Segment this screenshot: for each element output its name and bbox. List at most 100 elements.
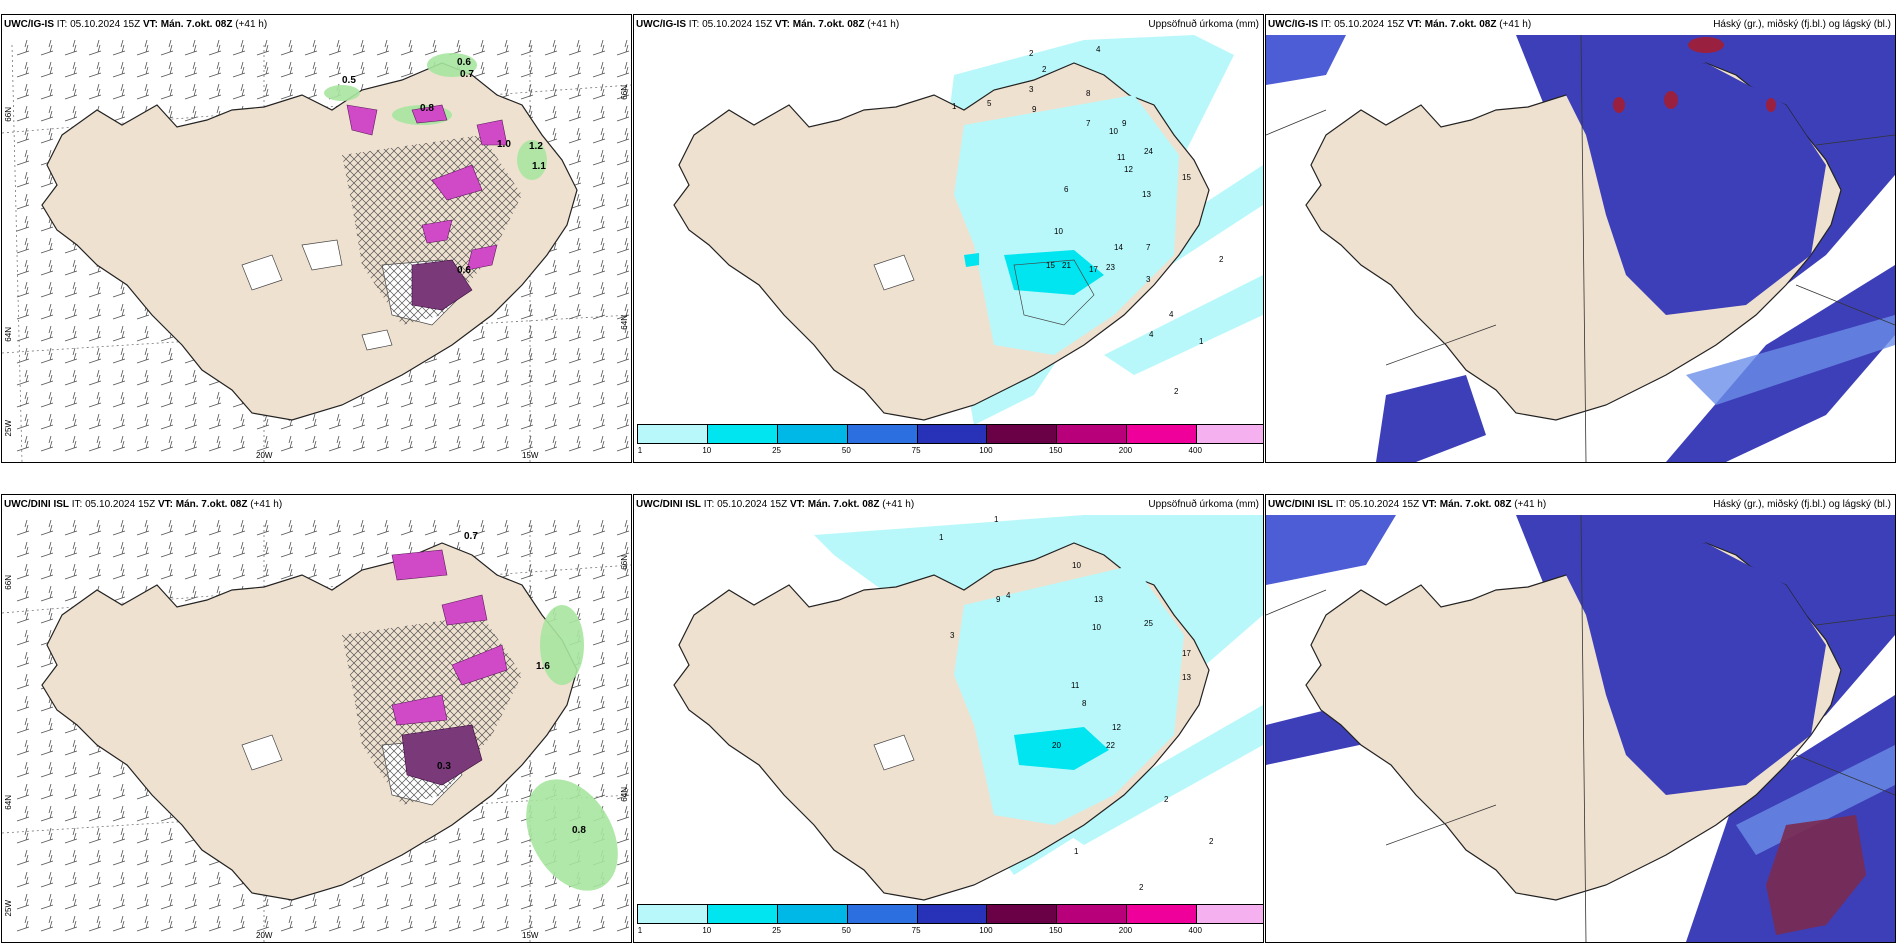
wind-barb (232, 541, 246, 558)
wind-barb (16, 413, 30, 430)
wind-barb (616, 237, 630, 254)
colorbar-tick: 25 (772, 446, 781, 455)
lat-label-66: 66N (4, 575, 13, 590)
wind-barb (232, 413, 246, 430)
wind-barb (112, 391, 126, 408)
wind-barb (328, 413, 342, 430)
precip-value: 6 (1064, 185, 1069, 194)
wind-barb (136, 61, 150, 78)
wind-barb (472, 871, 486, 888)
wind-barb (544, 435, 558, 452)
precip-value: 25 (1144, 619, 1153, 628)
colorbar-tick: 50 (841, 926, 851, 935)
wind-barb (568, 563, 582, 580)
wind-barb (16, 717, 30, 734)
wind-barb (544, 259, 558, 276)
wind-barb (160, 519, 174, 536)
precip-value: 13 (1142, 190, 1151, 199)
wind-barb (376, 435, 390, 452)
wind-barb (616, 39, 630, 56)
wind-barb (64, 413, 78, 430)
wind-barb (280, 61, 294, 78)
wind-barb (592, 519, 606, 536)
wind-barb (256, 61, 270, 78)
wind-barb (520, 435, 534, 452)
wind-barb (568, 915, 582, 932)
wind-barb (160, 413, 174, 430)
wind-barb (232, 435, 246, 452)
wind-barb (544, 563, 558, 580)
wind-barb (448, 347, 462, 364)
wind-barb (616, 739, 630, 756)
wind-barb (568, 717, 582, 734)
wind-barb (592, 629, 606, 646)
wind-barb (520, 915, 534, 932)
wind-barb (448, 519, 462, 536)
wind-barb (520, 303, 534, 320)
wind-barb (88, 83, 102, 100)
wind-barb (328, 915, 342, 932)
wind-barb (496, 849, 510, 866)
wind-barb (184, 563, 198, 580)
wind-barb (232, 915, 246, 932)
colorbar-tick: 100 (979, 926, 993, 935)
colorbar-tick: 50 (841, 446, 851, 455)
wind-barb (616, 149, 630, 166)
lat-label-66-right: 66N (620, 85, 629, 100)
value-label: 1.1 (532, 161, 546, 172)
wind-barb (328, 61, 342, 78)
wind-barb (496, 391, 510, 408)
wind-barb (184, 893, 198, 910)
wind-barb (616, 193, 630, 210)
wind-barb (424, 519, 438, 536)
wind-barb (496, 893, 510, 910)
wind-barb (16, 215, 30, 232)
wind-barb (328, 519, 342, 536)
wind-barb (256, 39, 270, 56)
colorbar-bin (1197, 425, 1263, 443)
panel-title: UWC/IG-IS IT: 05.10.2024 15Z VT: Mán. 7.… (4, 19, 268, 30)
wind-barb (256, 519, 270, 536)
wind-map (2, 519, 631, 942)
wind-barb (112, 849, 126, 866)
wind-barb (424, 391, 438, 408)
precip-value: 13 (1182, 673, 1191, 682)
wind-barb (16, 849, 30, 866)
wind-barb (136, 413, 150, 430)
panel-top-left-wind: UWC/IG-IS IT: 05.10.2024 15Z VT: Mán. 7.… (1, 14, 632, 463)
wind-barb (232, 519, 246, 536)
wind-barb (184, 541, 198, 558)
wind-barb (16, 259, 30, 276)
panel-field-title: Háský (gr.), miðský (fj.bl.) og lágský (… (1713, 19, 1891, 30)
wind-barb (88, 519, 102, 536)
wind-barb (160, 563, 174, 580)
wind-barb (376, 871, 390, 888)
colorbar-tick: 150 (1048, 446, 1063, 455)
wind-barb (496, 61, 510, 78)
wind-barb (88, 893, 102, 910)
wind-barb (616, 61, 630, 78)
wind-barb (616, 783, 630, 800)
wind-barb (448, 849, 462, 866)
wind-barb (16, 325, 30, 342)
colorbar-tick: 75 (911, 446, 921, 455)
wind-barb (16, 193, 30, 210)
wind-barb (592, 369, 606, 386)
wind-barb (592, 303, 606, 320)
wind-barb (40, 237, 54, 254)
value-label: 0.5 (342, 75, 356, 86)
precip-value: 24 (1144, 147, 1153, 156)
wind-barb (256, 83, 270, 100)
wind-barb (616, 325, 630, 342)
wind-barb (40, 325, 54, 342)
wind-barb (40, 915, 54, 932)
wind-barb (568, 541, 582, 558)
wind-barb (88, 347, 102, 364)
wind-barb (184, 61, 198, 78)
wind-barb (520, 83, 534, 100)
colorbar-bin (917, 905, 988, 923)
wind-barb (352, 413, 366, 430)
colorbar-tick: 10 (702, 926, 712, 935)
wind-barb (40, 391, 54, 408)
wind-barb (64, 259, 78, 276)
